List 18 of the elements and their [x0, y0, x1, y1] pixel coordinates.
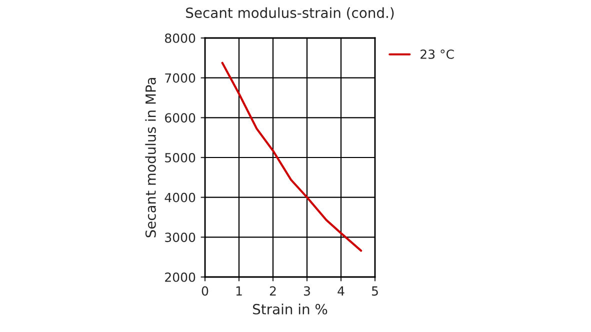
x-tick-label: 2	[270, 286, 276, 296]
x-axis-title: Strain in %	[253, 304, 328, 314]
x-tick-label: 0	[202, 286, 208, 296]
x-tick-label: 4	[338, 286, 344, 296]
y-tick-label: 8000	[165, 33, 196, 43]
y-tick-label: 6000	[165, 113, 196, 123]
x-tick-label: 1	[236, 286, 242, 296]
x-tick-label: 5	[372, 286, 378, 296]
y-tick-label: 2000	[165, 272, 196, 282]
chart-title: Secant modulus-strain (cond.)	[186, 7, 394, 20]
y-tick-label: 4000	[164, 192, 196, 202]
x-tick-label: 3	[304, 286, 310, 296]
y-tick-label: 5000	[165, 152, 196, 162]
legend-label: 23 °C	[420, 49, 454, 59]
y-tick-label: 7000	[165, 73, 196, 83]
line-series	[221, 62, 362, 252]
y-tick-label: 3000	[165, 232, 196, 242]
y-axis-title: Secant modulus in MPa	[145, 78, 156, 238]
